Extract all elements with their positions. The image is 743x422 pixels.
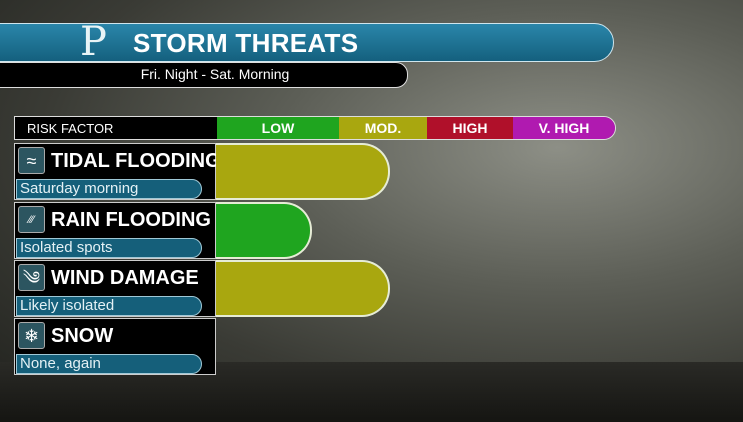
risk-note: Saturday morning (16, 179, 202, 199)
subtitle: Fri. Night - Sat. Morning (140, 66, 290, 82)
snowflake-icon: ❄ (18, 322, 45, 349)
wind-icon: ༄ (18, 264, 45, 291)
level-moderate: MOD. (339, 117, 427, 139)
risk-bar (216, 143, 390, 200)
risk-factor-label: RISK FACTOR (15, 117, 217, 139)
risk-name: SNOW (51, 325, 114, 347)
risk-bar (216, 260, 390, 317)
rain-icon: ⁄⁄⁄ (18, 206, 45, 233)
risk-note: Isolated spots (16, 238, 202, 258)
risk-scale-header: RISK FACTOR LOW MOD. HIGH V. HIGH (14, 116, 616, 140)
risk-note: Likely isolated (16, 296, 202, 316)
risk-row: ≈ TIDAL FLOODING Saturday morning (14, 143, 221, 200)
risk-note: None, again (16, 354, 202, 374)
risk-name: TIDAL FLOODING (51, 150, 221, 172)
page-title: STORM THREATS (133, 28, 359, 58)
level-high: HIGH (427, 117, 513, 139)
title-bar (0, 23, 614, 62)
risk-name: RAIN FLOODING (51, 209, 211, 231)
risk-row: ❄ SNOW None, again (14, 318, 216, 375)
level-very-high: V. HIGH (513, 117, 615, 139)
risk-row: ⁄⁄⁄ RAIN FLOODING Isolated spots (14, 202, 216, 259)
tidal-wave-icon: ≈ (18, 147, 45, 174)
subtitle-bar (0, 62, 408, 88)
station-logo: P (80, 19, 107, 65)
level-low: LOW (217, 117, 339, 139)
risk-bar (216, 202, 312, 259)
risk-row: ༄ WIND DAMAGE Likely isolated (14, 260, 216, 317)
risk-name: WIND DAMAGE (51, 267, 199, 289)
